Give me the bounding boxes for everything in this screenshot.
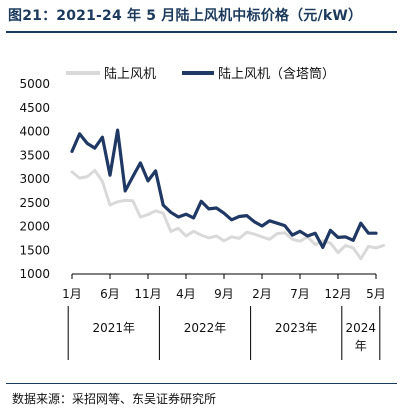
y-tick-label: 1000 [19, 267, 50, 281]
legend-label-series2: 陆上风机（含塔筒） [218, 66, 335, 82]
x-tick-label: 1月 [62, 287, 82, 301]
title-divider [6, 31, 397, 33]
plot-area [70, 128, 386, 261]
year-label: 2023年 [275, 321, 318, 335]
chart-title: 图21：2021-24 年 5 月陆上风机中标价格（元/kW） [8, 8, 363, 24]
y-tick-label: 2000 [19, 220, 50, 234]
y-tick-label: 1500 [19, 243, 50, 257]
series-line-1 [70, 168, 386, 261]
x-tick-label: 6月 [100, 287, 120, 301]
x-tick-label: 9月 [214, 287, 234, 301]
year-label: 2021年 [93, 321, 136, 335]
y-tick-label: 4000 [19, 125, 50, 139]
footer-divider [6, 383, 397, 384]
x-tick-label: 11月 [134, 287, 161, 301]
x-axis: 1月 6月 11月 4月 9月 2月 7月 12月 5月 2021年 2022年 2023年 2024 年 [62, 273, 386, 360]
y-tick-label: 3500 [19, 148, 50, 162]
x-tick-label: 2月 [252, 287, 272, 301]
x-tick-label: 7月 [290, 287, 310, 301]
y-tick-label: 5000 [19, 77, 50, 91]
year-label: 2024 年 [346, 321, 377, 353]
series-line-2 [70, 128, 378, 249]
y-tick-label: 3000 [19, 172, 50, 186]
x-tick-label: 4月 [176, 287, 196, 301]
x-tick-label: 5月 [366, 287, 386, 301]
y-tick-label: 2500 [19, 196, 50, 210]
x-tick-label: 12月 [324, 287, 351, 301]
line-chart: 陆上风机 陆上风机（含塔筒） 1000 1500 2000 2500 3000 3500 4… [19, 66, 386, 360]
legend-label-series1: 陆上风机 [104, 66, 156, 82]
year-label: 2022年 [184, 321, 227, 335]
chart-legend: 陆上风机 陆上风机（含塔筒） [66, 66, 335, 82]
y-tick-label: 4500 [19, 101, 50, 115]
y-axis: 1000 1500 2000 2500 3000 3500 4000 4500 5000 [19, 77, 50, 281]
data-source: 数据来源：采招网等、东吴证券研究所 [12, 392, 217, 406]
